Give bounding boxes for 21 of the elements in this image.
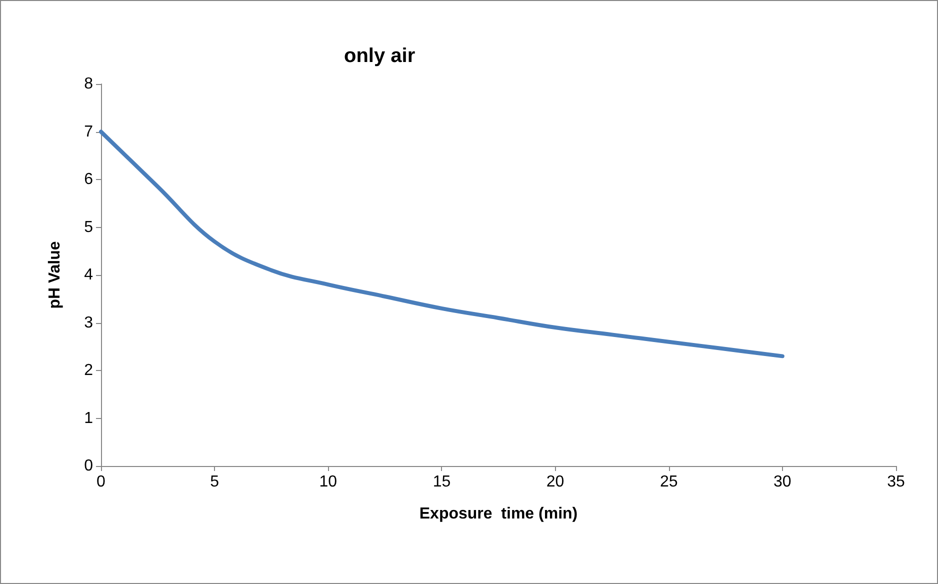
x-tick-label: 10	[319, 474, 338, 490]
y-tick-label: 8	[84, 76, 94, 92]
x-tick-label: 20	[546, 474, 564, 490]
x-tick-label: 15	[432, 474, 451, 490]
y-tick-label: 6	[84, 171, 94, 188]
x-tick-label: 35	[887, 474, 905, 490]
y-tick-label: 0	[84, 458, 94, 474]
x-axis-title: Exposure time (min)	[419, 506, 578, 522]
x-tick-label: 5	[210, 474, 220, 490]
y-tick-label: 5	[84, 218, 94, 236]
x-tick-label: 0	[96, 474, 106, 490]
y-tick-label: 7	[84, 123, 94, 140]
chart-title: only air	[344, 45, 416, 67]
line-series	[99, 130, 784, 358]
x-tick-label: 25	[660, 474, 678, 490]
y-tick-label: 2	[84, 362, 94, 379]
y-axis-title: pH Value	[46, 241, 64, 309]
x-tick-label: 30	[774, 474, 792, 490]
y-tick-label: 1	[84, 410, 94, 427]
y-tick-label: 4	[84, 266, 94, 284]
y-tick-label: 3	[84, 314, 94, 332]
